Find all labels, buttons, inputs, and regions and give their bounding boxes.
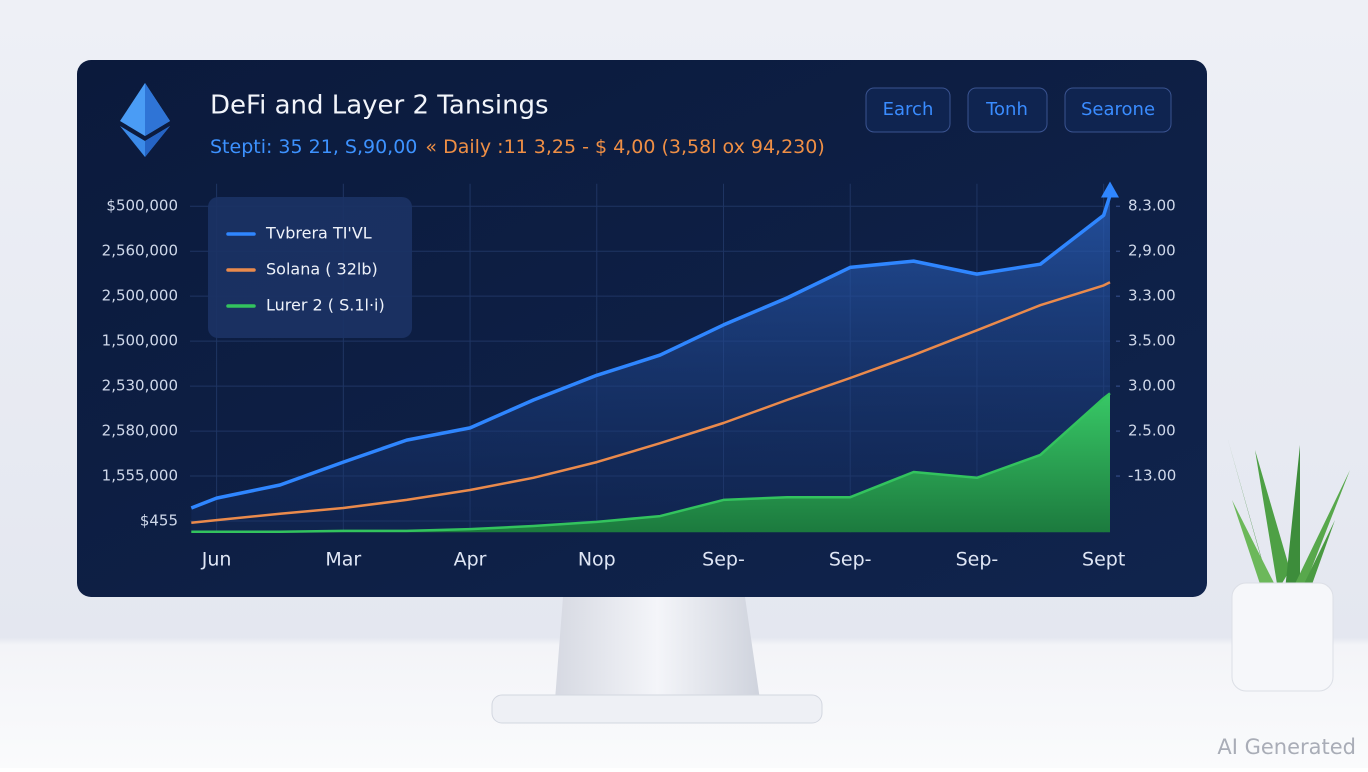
trend-arrow <box>1101 181 1119 198</box>
y-tick-label: $500,000 <box>106 197 178 215</box>
legend-label: Lurer 2 ( S.1l·i) <box>266 296 385 315</box>
legend-label: Tvbrera TI'VL <box>265 224 372 243</box>
series-line <box>191 392 1111 534</box>
legend-box <box>208 197 412 338</box>
subtitle: Stepti: 35 21, S,90,00 « Daily :11 3,25 -… <box>210 136 825 158</box>
y2-tick-label: 8.3.00 <box>1128 197 1176 215</box>
x-tick-label: Sept <box>1082 549 1125 571</box>
y-tick-label: 2,580,000 <box>102 422 178 440</box>
x-tick-label: Mar <box>325 549 361 571</box>
y2-tick-label: 3.3.00 <box>1128 287 1176 305</box>
x-tick-label: Sep- <box>702 549 745 571</box>
series-line <box>191 281 1111 525</box>
series-line <box>190 194 1112 510</box>
x-tick-label: Apr <box>454 549 487 571</box>
y2-tick-label: 2,9.00 <box>1128 242 1176 260</box>
y2-tick-label: -13.00 <box>1128 467 1176 485</box>
plant <box>1228 440 1350 692</box>
button[interactable]: Tonh <box>967 87 1048 133</box>
subtitle-part: Stepti: 35 21, S,90,00 <box>210 136 417 158</box>
button-label[interactable]: Tonh <box>985 99 1028 120</box>
y2-tick-label: 3.0.00 <box>1128 377 1176 395</box>
y-tick-label: $455 <box>140 512 178 530</box>
y2-tick-label: 3.5.00 <box>1128 332 1176 350</box>
plot: Jun Mar Apr Nop Sep- Sep- Sep- Sept $500,000 2,56… <box>102 181 1176 571</box>
monitor-stand <box>555 597 760 700</box>
button[interactable]: Earch <box>865 87 951 133</box>
button[interactable]: Searone <box>1064 87 1172 133</box>
y-tick-label: 2,560,000 <box>102 242 178 260</box>
x-tick-label: Sep- <box>829 549 872 571</box>
button-label[interactable]: Searone <box>1081 99 1155 120</box>
title: DeFi and Layer 2 Tansings <box>210 91 549 121</box>
legend-label: Solana ( 32lb) <box>266 260 378 279</box>
logo <box>120 83 170 157</box>
button-label[interactable]: Earch <box>883 99 934 120</box>
y-tick-label: 2,530,000 <box>102 377 178 395</box>
y2-tick-label: 2.5.00 <box>1128 422 1176 440</box>
monitor-base <box>491 694 823 724</box>
x-tick-label: Nop <box>578 549 616 571</box>
y-tick-label: 2,500,000 <box>102 287 178 305</box>
y-tick-label: 1,500,000 <box>102 332 178 350</box>
area-fill <box>191 393 1111 533</box>
subtitle-part: « Daily :11 3,25 - $ 4,00 (3,58l ox 94,2… <box>425 136 824 158</box>
area-fill <box>191 195 1111 533</box>
y-tick-label: 1,555,000 <box>102 467 178 485</box>
watermark: AI Generated <box>1217 735 1356 759</box>
x-tick-label: Sep- <box>956 549 999 571</box>
x-tick-label: Jun <box>201 549 232 571</box>
